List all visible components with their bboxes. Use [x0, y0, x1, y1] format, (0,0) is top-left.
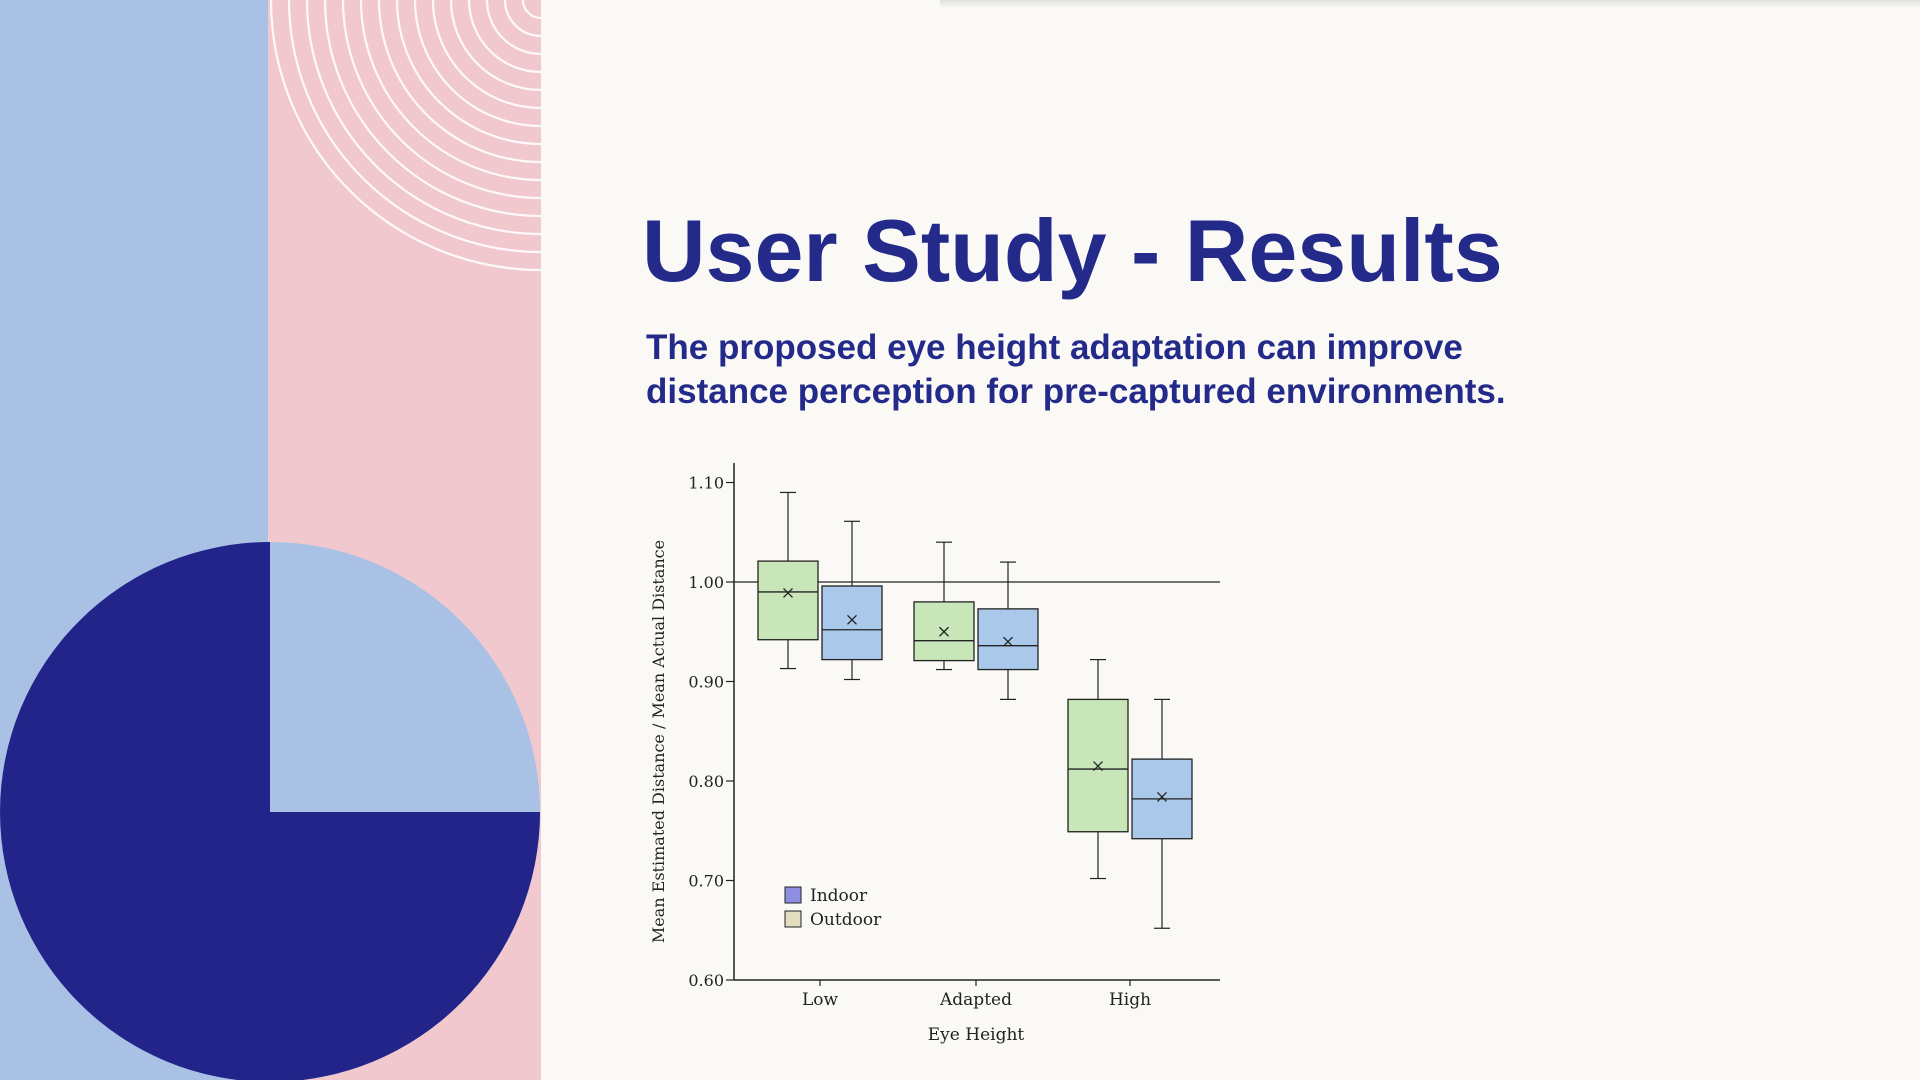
- boxplot-chart: 0.60 0.70 0.80 0.90 1.00 1.10 Low Adapted High Ey…: [649, 463, 1220, 1045]
- top-edge-shadow: [940, 0, 1920, 8]
- y-tick-label: 0.60: [688, 971, 724, 990]
- x-axis-title: Eye Height: [928, 1025, 1025, 1045]
- subtitle-line-2: distance perception for pre-captured env…: [646, 372, 1506, 411]
- box-indoor-high-mean-marker: [1157, 791, 1167, 802]
- x-tick-label-low: Low: [802, 990, 839, 1010]
- box-outdoor-adapted-mean-marker: [939, 626, 949, 637]
- box-outdoor-low-mean-marker: [783, 587, 793, 598]
- x-tick-label-high: High: [1109, 990, 1151, 1010]
- box-indoor-low-iqr: [821, 585, 883, 661]
- legend-label-outdoor: Outdoor: [810, 910, 882, 930]
- concentric-arcs-decoration: [269, 0, 541, 272]
- x-tick-label-adapted: Adapted: [939, 990, 1012, 1010]
- slide-subtitle: The proposed eye height adaptation can i…: [646, 326, 1506, 414]
- decorative-circle-navy: [0, 542, 540, 1080]
- box-indoor-adapted-mean-marker: [1003, 636, 1013, 647]
- y-tick-label: 0.80: [688, 772, 724, 791]
- subtitle-line-1: The proposed eye height adaptation can i…: [646, 328, 1463, 367]
- y-tick-label: 0.70: [688, 872, 724, 891]
- box-outdoor-low-iqr: [757, 560, 819, 641]
- y-tick-label: 0.90: [688, 673, 724, 692]
- y-axis-title: Mean Estimated Distance / Mean Actual Di…: [649, 540, 668, 943]
- box-indoor-low-mean-marker: [847, 614, 857, 625]
- legend-swatch-outdoor: [784, 910, 802, 928]
- decorative-shapes: [0, 0, 541, 1080]
- y-tick-label: 1.10: [688, 474, 724, 493]
- y-tick-label: 1.00: [688, 573, 724, 592]
- legend-label-indoor: Indoor: [810, 886, 868, 906]
- legend-swatch-indoor: [784, 886, 802, 904]
- slide-title: User Study - Results: [642, 201, 1503, 300]
- box-indoor-adapted-iqr: [977, 608, 1039, 671]
- box-outdoor-high-mean-marker: [1093, 761, 1103, 772]
